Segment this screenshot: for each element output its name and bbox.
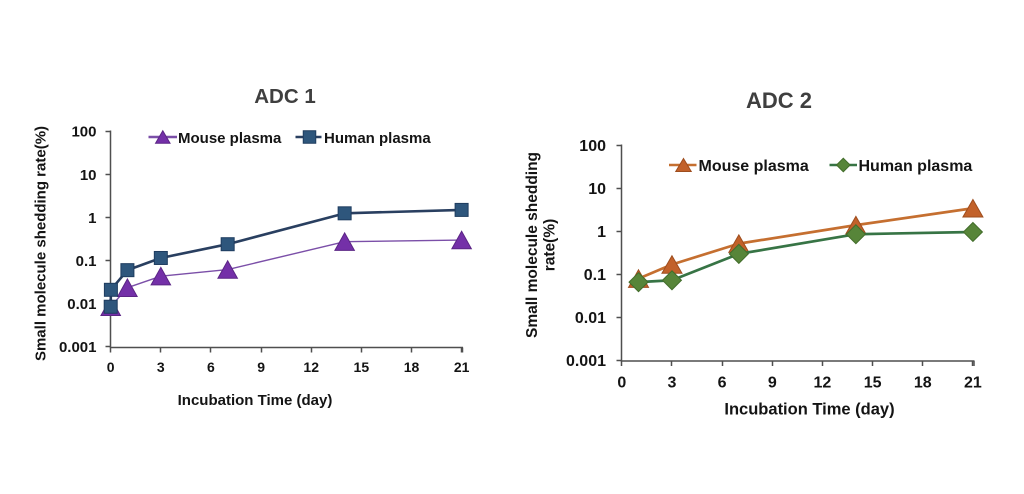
svg-text:0: 0: [617, 374, 626, 391]
svg-text:3: 3: [668, 374, 677, 391]
svg-text:9: 9: [768, 374, 777, 391]
svg-text:Small molecule shedding: Small molecule shedding: [524, 152, 541, 338]
svg-text:100: 100: [579, 138, 606, 155]
svg-text:Incubation Time (day): Incubation Time (day): [178, 392, 333, 409]
svg-text:12: 12: [814, 374, 832, 391]
svg-text:100: 100: [71, 124, 96, 141]
svg-text:18: 18: [914, 374, 932, 391]
svg-text:0: 0: [107, 359, 115, 375]
svg-text:ADC 1: ADC 1: [254, 85, 316, 108]
svg-text:0.001: 0.001: [59, 339, 97, 356]
svg-text:15: 15: [864, 374, 882, 391]
svg-text:Small molecule shedding rate(%: Small molecule shedding rate(%): [33, 126, 50, 361]
svg-text:21: 21: [454, 359, 470, 375]
svg-text:0.01: 0.01: [575, 310, 606, 327]
svg-text:10: 10: [80, 167, 97, 184]
svg-text:9: 9: [257, 359, 265, 375]
svg-text:Mouse plasma: Mouse plasma: [178, 130, 282, 147]
svg-text:1: 1: [88, 210, 96, 227]
svg-text:0.001: 0.001: [566, 353, 606, 370]
svg-text:rate(%): rate(%): [542, 219, 559, 272]
svg-text:15: 15: [354, 359, 370, 375]
svg-text:18: 18: [404, 359, 420, 375]
svg-text:0.1: 0.1: [584, 267, 606, 284]
svg-text:Human plasma: Human plasma: [324, 130, 431, 147]
svg-text:1: 1: [597, 224, 606, 241]
svg-text:Human plasma: Human plasma: [859, 158, 973, 175]
svg-text:6: 6: [207, 359, 215, 375]
svg-text:0.1: 0.1: [76, 253, 97, 270]
svg-text:10: 10: [588, 181, 606, 198]
svg-text:ADC 2: ADC 2: [746, 88, 812, 113]
svg-text:3: 3: [157, 359, 165, 375]
svg-text:6: 6: [718, 374, 727, 391]
svg-text:21: 21: [964, 374, 982, 391]
svg-text:Incubation Time (day): Incubation Time (day): [724, 401, 894, 419]
svg-text:Mouse plasma: Mouse plasma: [699, 158, 809, 175]
svg-text:12: 12: [303, 359, 319, 375]
svg-text:0.01: 0.01: [67, 296, 96, 313]
